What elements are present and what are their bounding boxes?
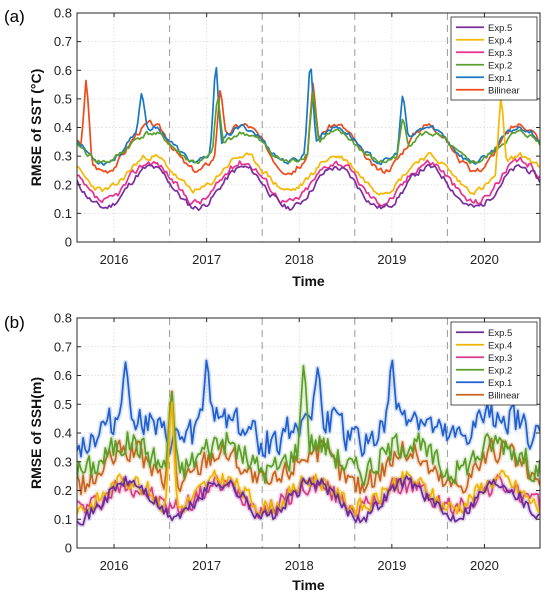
x-axis-title: Time bbox=[292, 577, 325, 593]
y-tick-label: 0.2 bbox=[54, 177, 72, 192]
x-axis-title: Time bbox=[292, 273, 325, 289]
series-line-bilinear bbox=[77, 390, 540, 496]
panel-label: (a) bbox=[4, 7, 25, 26]
y-tick-label: 0.8 bbox=[54, 6, 72, 21]
series-line-exp2 bbox=[77, 364, 540, 487]
x-tick-label: 2016 bbox=[100, 252, 129, 267]
legend-entry-label: Exp.2 bbox=[488, 365, 512, 376]
y-tick-label: 0.2 bbox=[54, 483, 72, 498]
legend-box bbox=[450, 321, 538, 406]
y-tick-label: 0.5 bbox=[54, 91, 72, 106]
x-tick-label: 2019 bbox=[377, 252, 406, 267]
series-line-exp5 bbox=[77, 475, 540, 526]
x-tick-label: 2018 bbox=[285, 558, 314, 573]
legend-entry-label: Bilinear bbox=[488, 85, 520, 96]
legend-entry-label: Exp.5 bbox=[488, 23, 512, 34]
series-line-exp5 bbox=[77, 163, 540, 212]
series-lines bbox=[77, 358, 540, 528]
legend-entry-label: Exp.1 bbox=[488, 73, 512, 84]
y-axis-title: RMSE of SSH(m) bbox=[28, 377, 44, 489]
x-tick-label: 2018 bbox=[285, 252, 314, 267]
legend-box bbox=[450, 16, 538, 101]
chart-panel-b: 0 0.1 0.2 0.3 0.4 0.5 0.6 0.7 0.8 2016 2017 2018 201… bbox=[4, 311, 541, 593]
y-tick-label: 0.1 bbox=[54, 206, 72, 221]
series-line-exp4 bbox=[77, 98, 540, 196]
y-tick-label: 0.3 bbox=[54, 454, 72, 469]
legend-entry-label: Bilinear bbox=[488, 390, 520, 401]
x-tick-label: 2016 bbox=[100, 558, 129, 573]
y-tick-label: 0 bbox=[65, 541, 72, 556]
legend-entry-label: Exp.5 bbox=[488, 328, 512, 339]
x-tick-label: 2017 bbox=[192, 558, 221, 573]
y-axis-title: RMSE of SST (°C) bbox=[28, 69, 44, 187]
series-lines bbox=[77, 66, 540, 212]
series-line-exp3 bbox=[77, 156, 540, 207]
legend-entry-label: Exp.2 bbox=[488, 60, 512, 71]
y-tick-label: 0 bbox=[65, 235, 72, 250]
y-tick-label: 0.6 bbox=[54, 368, 72, 383]
series-line-exp1 bbox=[77, 66, 540, 166]
y-tick-label: 0.1 bbox=[54, 512, 72, 527]
y-tick-label: 0.6 bbox=[54, 63, 72, 78]
legend-entry-label: Exp.3 bbox=[488, 48, 512, 59]
y-tick-label: 0.5 bbox=[54, 397, 72, 412]
legend-entry-label: Exp.3 bbox=[488, 353, 512, 364]
y-tick-label: 0.3 bbox=[54, 149, 72, 164]
x-tick-label: 2019 bbox=[377, 558, 406, 573]
x-tick-label: 2020 bbox=[470, 252, 499, 267]
x-tick-label: 2020 bbox=[470, 558, 499, 573]
y-tick-label: 0.7 bbox=[54, 339, 72, 354]
legend-entry-label: Exp.4 bbox=[488, 35, 512, 46]
legend-entry-label: Exp.4 bbox=[488, 340, 512, 351]
y-tick-label: 0.4 bbox=[54, 120, 72, 135]
series-line-exp1 bbox=[77, 359, 540, 458]
x-tick-label: 2017 bbox=[192, 252, 221, 267]
y-tick-label: 0.7 bbox=[54, 34, 72, 49]
panel-label: (b) bbox=[4, 313, 25, 332]
y-tick-label: 0.8 bbox=[54, 311, 72, 326]
series-line-exp2 bbox=[77, 91, 540, 165]
series-line-exp3 bbox=[77, 474, 540, 520]
chart-panel-a: 0 0.1 0.2 0.3 0.4 0.5 0.6 0.7 0.8 2016 2017 2018 201… bbox=[4, 6, 541, 289]
y-tick-label: 0.4 bbox=[54, 426, 72, 441]
legend-entry-label: Exp.1 bbox=[488, 378, 512, 389]
